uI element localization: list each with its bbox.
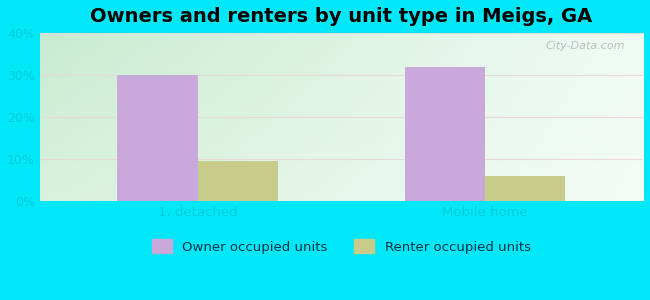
Bar [117, 75, 198, 201]
Title: Owners and renters by unit type in Meigs, GA: Owners and renters by unit type in Meigs… [90, 7, 593, 26]
Legend: Owner occupied units, Renter occupied units: Owner occupied units, Renter occupied un… [147, 234, 536, 259]
Bar [485, 176, 566, 201]
Bar [404, 67, 485, 201]
Text: City-Data.com: City-Data.com [545, 41, 625, 51]
Bar [198, 161, 278, 201]
